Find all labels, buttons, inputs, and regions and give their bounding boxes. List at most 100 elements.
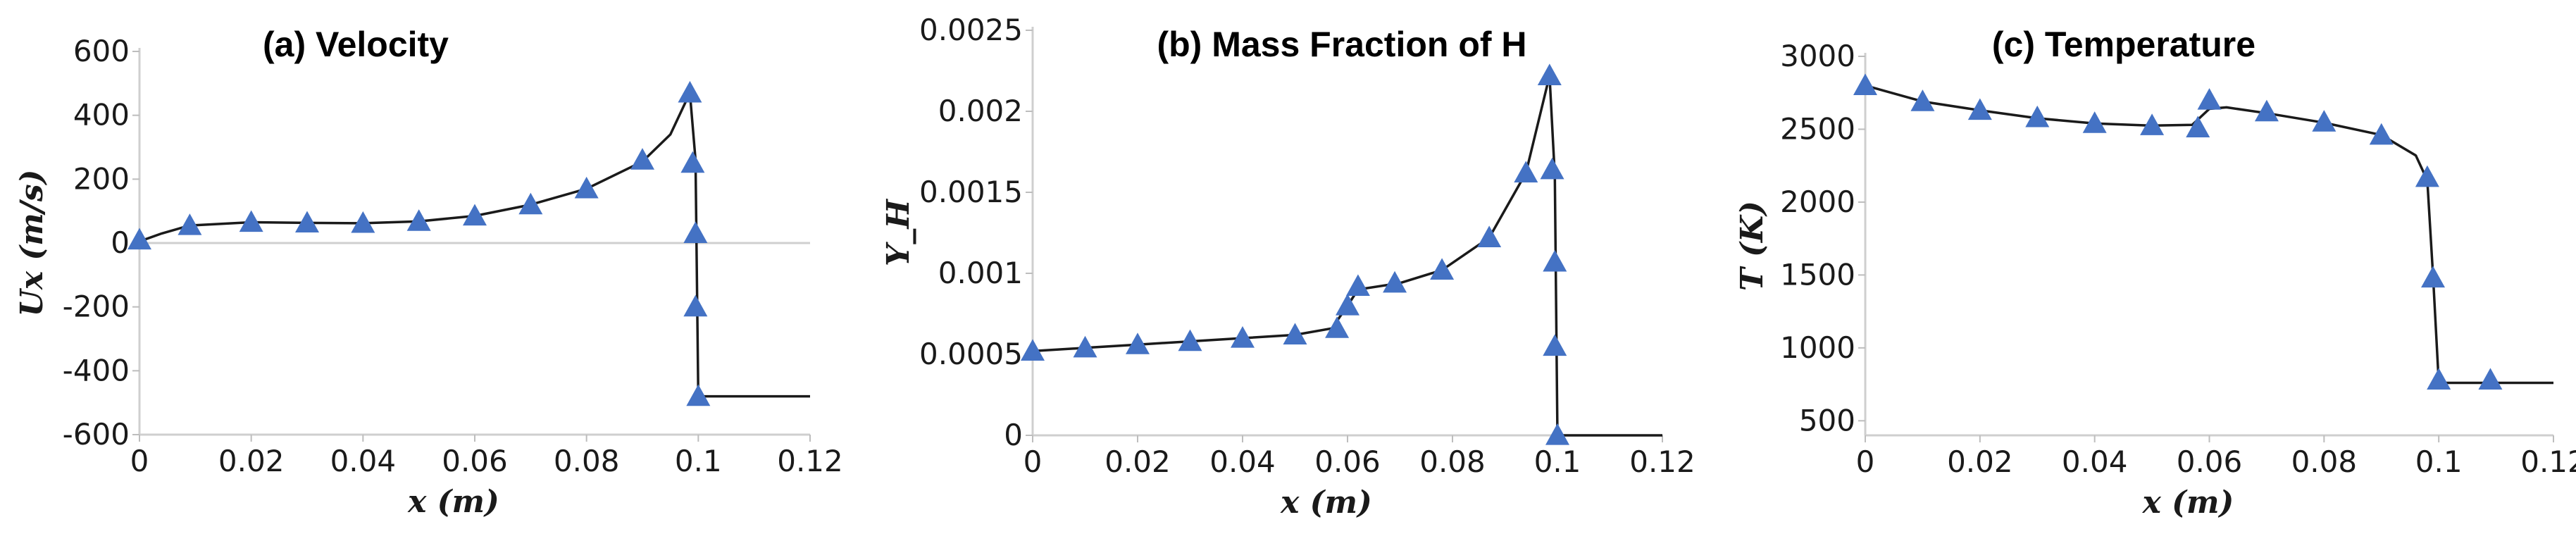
velocity-y-tick-label: -600 — [63, 417, 130, 452]
velocity-data-point — [239, 210, 263, 232]
mass-fraction-y-tick-label: 0.0005 — [919, 337, 1023, 371]
temperature-y-tick-label: 1000 — [1780, 330, 1855, 365]
velocity-data-point — [678, 80, 702, 103]
mass-fraction-data-point — [1345, 274, 1370, 296]
velocity-data-point — [351, 211, 375, 233]
temperature-data-point — [1853, 73, 1877, 95]
temperature-y-tick-label: 500 — [1799, 403, 1855, 437]
temperature-data-point — [2421, 266, 2446, 288]
mass-fraction-x-tick-label: 0.02 — [1105, 444, 1171, 479]
velocity-y-tick-label: 200 — [73, 161, 130, 196]
mass-fraction-x-tick-label: 0.04 — [1209, 444, 1276, 479]
mass-fraction-data-point — [1073, 335, 1097, 358]
mass-fraction-data-point — [1283, 323, 1307, 344]
mass-fraction-data-point — [1383, 270, 1407, 293]
velocity-x-label: x (m) — [407, 484, 499, 520]
temperature-x-label: x (m) — [2142, 485, 2234, 521]
mass-fraction-x-tick-label: 0.1 — [1534, 444, 1581, 479]
mass-fraction-data-point — [1231, 326, 1255, 348]
mass-fraction-data-point — [1325, 316, 1350, 338]
temperature-x-tick-label: 0.12 — [2520, 444, 2576, 479]
velocity-y-tick-label: 600 — [73, 34, 130, 68]
temperature-data-point — [1910, 89, 1935, 111]
velocity-data-point — [463, 204, 487, 226]
mass-fraction-y-tick-label: 0.0015 — [919, 175, 1023, 209]
mass-fraction-data-point — [1514, 161, 1538, 182]
temperature-series-line — [1865, 84, 2553, 385]
temperature-title: (c) Temperature — [1992, 25, 2255, 64]
velocity-data-point — [680, 151, 705, 173]
temperature-data-point — [2082, 111, 2107, 133]
velocity-y-label: Ux (m/s) — [14, 170, 50, 317]
mass-fraction-data-point — [1336, 294, 1359, 316]
mass-fraction-x-label: x (m) — [1280, 485, 1372, 521]
mass-fraction-data-point — [1178, 329, 1202, 352]
mass-fraction-data-point — [1543, 334, 1567, 356]
mass-fraction-y-tick-label: 0.001 — [938, 256, 1023, 290]
mass-fraction-data-point — [1477, 225, 1502, 247]
temperature-data-point — [2186, 116, 2210, 137]
mass-fraction-x-tick-label: 0.06 — [1314, 444, 1381, 479]
velocity-data-point — [683, 221, 708, 243]
temperature-data-point — [2197, 88, 2222, 110]
mass-fraction-data-point — [1430, 258, 1455, 280]
temperature-data-point — [1967, 98, 1992, 120]
velocity-x-tick-label: 0.02 — [218, 444, 285, 478]
temperature-data-point — [2312, 110, 2337, 132]
velocity-data-point — [406, 209, 431, 231]
velocity-data-point — [630, 148, 654, 170]
mass-fraction-y-tick-label: 0.0025 — [919, 13, 1023, 47]
velocity-x-tick-label: 0.06 — [442, 444, 508, 478]
mass-fraction-data-point — [1545, 423, 1569, 445]
temperature-y-tick-label: 3000 — [1780, 39, 1855, 73]
mass-fraction-x-tick-label: 0.08 — [1419, 444, 1486, 479]
temperature-x-tick-label: 0.04 — [2062, 444, 2128, 479]
temperature-data-point — [2369, 123, 2394, 145]
velocity-data-point — [518, 192, 543, 215]
mass-fraction-y-label: Y_H — [881, 199, 916, 266]
velocity-data-point — [686, 384, 711, 406]
temperature-data-point — [2140, 113, 2165, 135]
temperature-data-point — [2415, 165, 2439, 187]
velocity-data-point — [574, 176, 599, 199]
velocity-y-tick-label: -200 — [63, 290, 130, 324]
velocity-data-point — [683, 294, 708, 317]
mass-fraction-data-point — [1537, 63, 1562, 85]
velocity-x-tick-label: 0.04 — [330, 444, 397, 478]
temperature-y-label: T (K) — [1734, 201, 1770, 291]
temperature-y-tick-label: 1500 — [1780, 257, 1855, 292]
temperature-x-tick-label: 0.02 — [1947, 444, 2013, 479]
temperature-y-tick-label: 2500 — [1780, 111, 1855, 146]
velocity-y-tick-label: 0 — [111, 225, 130, 260]
mass-fraction-y-tick-label: 0.002 — [938, 94, 1023, 128]
velocity-x-tick-label: 0.1 — [675, 444, 722, 478]
temperature-data-point — [2025, 105, 2050, 128]
mass-fraction-data-point — [1021, 339, 1045, 361]
velocity-x-tick-label: 0 — [130, 444, 149, 478]
mass-fraction-title: (b) Mass Fraction of H — [1157, 25, 1526, 64]
velocity-data-point — [295, 211, 319, 233]
velocity-series-line — [139, 92, 810, 398]
mass-fraction-data-point — [1540, 157, 1564, 180]
temperature-data-point — [2427, 368, 2451, 390]
mass-fraction-y-tick-label: 0 — [1004, 418, 1023, 452]
velocity-data-point — [127, 228, 151, 250]
velocity-x-tick-label: 0.12 — [777, 444, 843, 478]
velocity-title: (a) Velocity — [263, 25, 449, 64]
temperature-data-point — [2254, 99, 2279, 122]
temperature-data-point — [2478, 368, 2503, 390]
temperature-x-tick-label: 0.1 — [2415, 444, 2463, 479]
velocity-y-tick-label: 400 — [73, 98, 130, 132]
mass-fraction-data-point — [1126, 332, 1150, 354]
temperature-x-tick-label: 0.06 — [2177, 444, 2243, 479]
mass-fraction-data-point — [1543, 249, 1567, 272]
mass-fraction-x-tick-label: 0 — [1023, 444, 1043, 479]
velocity-x-tick-label: 0.08 — [554, 444, 620, 478]
velocity-data-point — [178, 213, 202, 235]
velocity-y-tick-label: -400 — [63, 353, 130, 387]
temperature-x-tick-label: 0 — [1856, 444, 1875, 479]
mass-fraction-x-tick-label: 0.12 — [1629, 444, 1695, 479]
